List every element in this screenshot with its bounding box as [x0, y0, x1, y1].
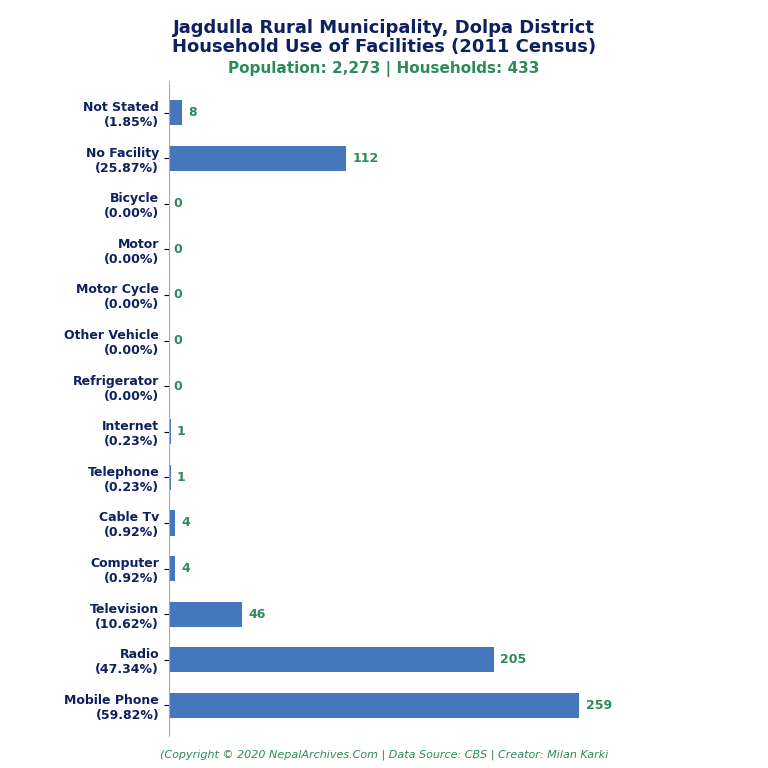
Text: 0: 0 [174, 243, 183, 256]
Text: 1: 1 [177, 425, 186, 439]
Bar [169, 465, 170, 490]
Text: 0: 0 [174, 197, 183, 210]
Bar [169, 693, 579, 718]
Text: 0: 0 [174, 289, 183, 302]
Text: Population: 2,273 | Households: 433: Population: 2,273 | Households: 433 [228, 61, 540, 78]
Bar [169, 601, 242, 627]
Bar [169, 419, 170, 445]
Text: 1: 1 [177, 471, 186, 484]
Text: 4: 4 [181, 516, 190, 529]
Bar [169, 146, 346, 170]
Text: 46: 46 [248, 607, 266, 621]
Text: 0: 0 [174, 379, 183, 392]
Text: Jagdulla Rural Municipality, Dolpa District: Jagdulla Rural Municipality, Dolpa Distr… [173, 19, 595, 37]
Text: 259: 259 [585, 699, 611, 712]
Text: 205: 205 [500, 654, 526, 667]
Bar [169, 511, 175, 535]
Bar [169, 556, 175, 581]
Text: 8: 8 [188, 106, 197, 119]
Text: (Copyright © 2020 NepalArchives.Com | Data Source: CBS | Creator: Milan Karki: (Copyright © 2020 NepalArchives.Com | Da… [160, 750, 608, 760]
Text: 4: 4 [181, 562, 190, 575]
Text: 0: 0 [174, 334, 183, 347]
Text: 112: 112 [353, 151, 379, 164]
Text: Household Use of Facilities (2011 Census): Household Use of Facilities (2011 Census… [172, 38, 596, 56]
Bar [169, 647, 494, 672]
Bar [169, 100, 181, 125]
